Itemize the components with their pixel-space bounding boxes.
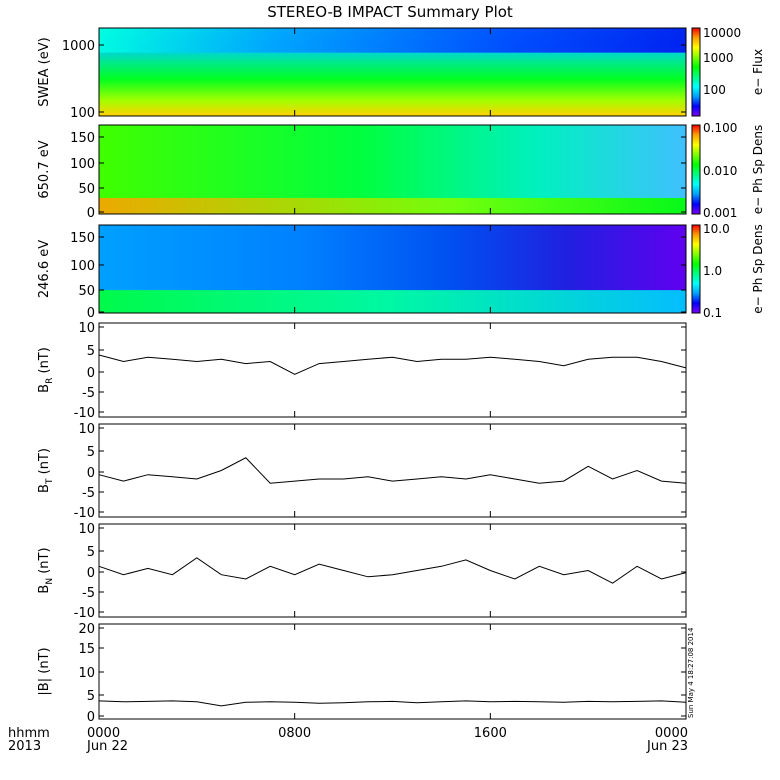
x-tick-label: 0800 [278,726,311,741]
y-tick-label: 0 [87,206,95,221]
colorbar-1 [691,124,701,215]
y-tick-label: 10 [78,321,95,336]
y-tick-label: -5 [82,486,95,501]
y-tick-label: 0 [87,466,95,481]
y-tick-label: 5 [87,689,95,704]
y-tick-label: 50 [78,182,95,197]
panel-frame [98,224,687,314]
y-tick-label: 100 [70,106,95,121]
y-tick-label: -10 [74,506,95,521]
spectrogram-650eV-low-angle [99,197,686,214]
y-tick-label: 1000 [62,39,95,54]
y-axis-label: 246.6 eV [37,240,52,298]
y-tick-label: 5 [87,344,95,359]
colorbar-tick-label: 1.0 [703,264,722,278]
colorbar-tick-label: 100 [703,83,726,97]
y-tick-label: 0 [87,566,95,581]
y-tick-label: -10 [74,606,95,621]
series-line [98,557,687,584]
y-tick-label: 0 [87,366,95,381]
y-tick-label: 20 [78,622,95,637]
panel-frame [98,523,687,618]
y-tick-label: 5 [87,545,95,560]
colorbar-tick-label: 0.100 [703,121,737,135]
y-axis-label: SWEA (eV) [37,37,52,106]
y-tick-label: 0 [87,710,95,725]
colorbar-tick-label: 10.0 [703,222,730,236]
y-tick-label: 10 [78,422,95,437]
colorbar-tick-label: 10000 [703,26,741,40]
y-tick-label: 150 [70,131,95,146]
y-tick-label: 150 [70,231,95,246]
panel-frame [98,623,687,720]
y-tick-label: 50 [78,284,95,299]
y-tick-label: -5 [82,386,95,401]
y-tick-label: -5 [82,586,95,601]
colorbar-label: e− Ph Sp Dens [751,125,765,214]
y-axis-label: 650.7 eV [37,140,52,198]
x-axis-label-top: hhmm [8,726,50,741]
colorbar-tick-label: 0.010 [703,164,737,178]
series-line [98,354,687,375]
panel-frame [98,124,687,215]
y-tick-label: 15 [78,642,95,657]
y-tick-label: 10 [78,522,95,537]
x-tick-label: 1600 [474,726,507,741]
y-tick-label: 100 [70,157,95,172]
y-axis-label: BN (nT) [37,547,55,593]
colorbar-2 [691,224,701,314]
x-tick-date: Jun 22 [86,739,128,754]
colorbar-tick-label: 0.1 [703,306,722,320]
y-axis-label: |B| (nT) [37,647,52,695]
x-axis-label-bottom: 2013 [8,739,41,754]
colorbar-0 [691,27,701,117]
series-line [98,700,687,707]
panel-frame [98,322,687,418]
x-tick-label: 0000 [87,726,120,741]
colorbar-label: e− Flux [751,49,765,95]
spectrogram-246eV-low-angle [99,290,686,313]
spectrogram-swea-high-energy [99,28,686,53]
y-tick-label: 5 [87,445,95,460]
y-tick-label: 0 [87,306,95,321]
plot-title: STEREO-B IMPACT Summary Plot [267,3,513,21]
colorbar-tick-label: 0.001 [703,206,737,220]
y-axis-label: BR (nT) [37,347,55,393]
y-tick-label: 100 [70,259,95,274]
x-tick-label: 0000 [655,726,688,741]
y-tick-label: -10 [74,406,95,421]
timestamp-label: Sun May 4 18:27:08 2014 [687,627,695,718]
colorbar-tick-label: 1000 [703,51,734,65]
x-tick-date: Jun 23 [646,739,688,754]
panel-frame [98,423,687,518]
series-line [98,457,687,484]
panel-frame [98,27,687,117]
colorbar-label: e− Ph Sp Dens [751,224,765,313]
y-axis-label: BT (nT) [37,448,55,493]
y-tick-label: 10 [78,666,95,681]
